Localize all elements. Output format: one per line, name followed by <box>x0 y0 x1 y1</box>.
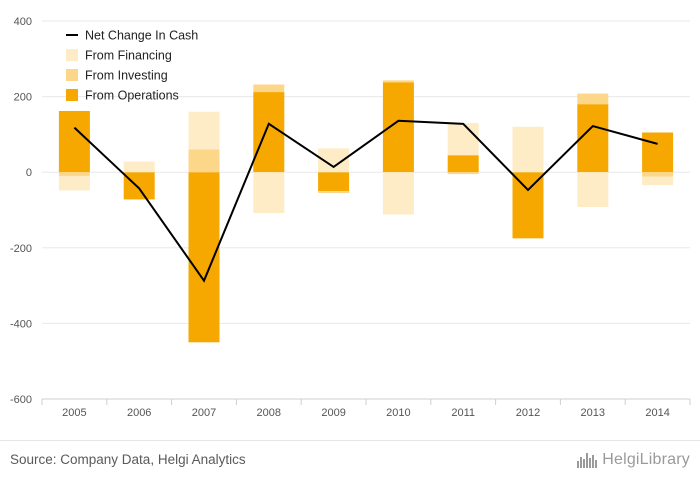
bar-from-financing[interactable] <box>58 175 90 191</box>
bar-from-operations[interactable] <box>382 82 414 173</box>
bar-from-investing[interactable] <box>58 172 90 176</box>
y-tick-label: 200 <box>14 92 32 104</box>
brand-logo[interactable]: HelgiLibrary <box>576 448 690 472</box>
bar-from-operations[interactable] <box>253 92 285 173</box>
bar-from-financing[interactable] <box>188 111 220 150</box>
bar-from-financing[interactable] <box>318 148 350 173</box>
x-tick-label: 2005 <box>62 407 86 419</box>
bars-layer <box>58 80 674 343</box>
y-tick-label: -200 <box>10 243 32 255</box>
net-change-line[interactable] <box>73 119 658 283</box>
bar-from-investing[interactable] <box>447 172 479 175</box>
x-tick-label: 2009 <box>321 407 345 419</box>
bar-from-operations[interactable] <box>188 172 220 343</box>
legend-label-from-financing[interactable]: From Financing <box>85 49 172 63</box>
line-layer <box>73 119 658 283</box>
bar-from-operations[interactable] <box>318 172 350 192</box>
source-note: Source: Company Data, Helgi Analytics <box>10 452 246 467</box>
y-tick-label: 400 <box>14 16 32 28</box>
bar-from-investing[interactable] <box>253 84 285 93</box>
skyline-logo-icon <box>577 453 598 468</box>
x-tick-label: 2013 <box>581 407 605 419</box>
bar-from-operations[interactable] <box>642 132 674 173</box>
bar-from-operations[interactable] <box>58 110 90 173</box>
bar-from-operations[interactable] <box>577 104 609 173</box>
cash-flow-chart: -600 -400 -200 0 200 400 2005 2006 2007 2008 2009 2… <box>10 16 691 419</box>
x-tick-label: 2012 <box>516 407 540 419</box>
bar-from-financing[interactable] <box>642 176 674 186</box>
bar-from-financing[interactable] <box>512 126 544 173</box>
bar-from-financing[interactable] <box>577 172 609 207</box>
legend-swatch-from-investing <box>66 69 78 81</box>
y-tick-label: -600 <box>10 394 32 406</box>
legend: Net Change In Cash From Financing From Inv… <box>66 29 198 103</box>
bar-from-investing[interactable] <box>382 80 414 83</box>
bar-from-investing[interactable] <box>318 191 350 193</box>
x-tick-label: 2014 <box>645 407 669 419</box>
legend-label-from-investing[interactable]: From Investing <box>85 69 168 83</box>
bar-from-operations[interactable] <box>447 155 479 173</box>
y-tick-label: 0 <box>26 167 32 179</box>
bar-from-investing[interactable] <box>642 172 674 177</box>
bar-from-financing[interactable] <box>253 172 285 214</box>
x-tick-label: 2011 <box>451 407 475 419</box>
x-tick-label: 2006 <box>127 407 151 419</box>
axis-layer: -600 -400 -200 0 200 400 2005 2006 2007 2008 2009 2… <box>10 16 691 419</box>
bar-from-investing[interactable] <box>188 149 220 173</box>
footer: Source: Company Data, Helgi Analytics He… <box>0 440 700 483</box>
bar-from-investing[interactable] <box>577 93 609 105</box>
x-tick-label: 2008 <box>257 407 281 419</box>
legend-label-from-operations[interactable]: From Operations <box>85 89 179 103</box>
brand-name: HelgiLibrary <box>602 451 690 468</box>
legend-label-net-change-in-cash[interactable]: Net Change In Cash <box>85 29 198 43</box>
x-tick-label: 2010 <box>386 407 410 419</box>
legend-swatch-from-operations <box>66 89 78 101</box>
bar-from-operations[interactable] <box>123 172 155 200</box>
legend-swatch-from-financing <box>66 49 78 61</box>
bar-from-financing[interactable] <box>123 161 155 173</box>
y-tick-label: -400 <box>10 318 32 330</box>
bar-from-financing[interactable] <box>382 172 414 215</box>
bar-from-operations[interactable] <box>512 172 544 239</box>
bar-from-financing[interactable] <box>447 123 479 156</box>
x-tick-label: 2007 <box>192 407 216 419</box>
